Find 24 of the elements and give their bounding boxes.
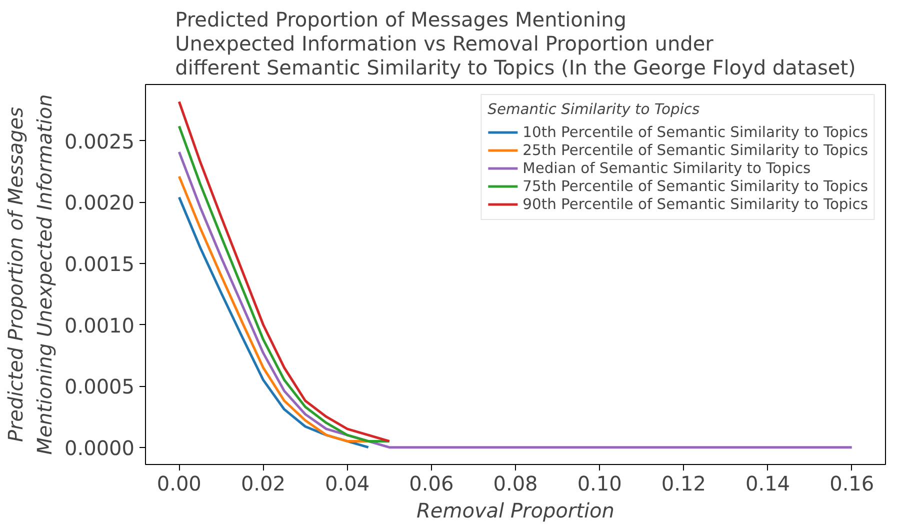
x-axis-title: Removal Proportion: [416, 498, 614, 522]
y-tick-label: 0.0000: [64, 436, 135, 460]
legend-title: Semantic Similarity to Topics: [488, 101, 701, 118]
x-tick-label: 0.02: [240, 472, 286, 496]
x-tick-label: 0.08: [493, 472, 538, 496]
y-tick-label: 0.0010: [64, 313, 135, 338]
x-tick-label: 0.04: [325, 472, 370, 496]
x-tick-label: 0.14: [746, 472, 790, 496]
x-tick-label: 0.10: [577, 472, 622, 496]
chart-title: Predicted Proportion of Messages Mentioning Unexpected Information vs Removal Proportion under different Semantic Similarity to Topics (In the George Floyd dataset): [175, 8, 856, 80]
y-tick-label: 0.0005: [64, 374, 135, 399]
x-tick-label: 0.06: [409, 472, 454, 496]
legend-label: 10th Percentile of Semantic Similarity to Topics: [522, 123, 868, 141]
legend-label: 25th Percentile of Semantic Similarity to Topics: [522, 141, 868, 159]
legend-label: 90th Percentile of Semantic Similarity to Topics: [522, 195, 868, 213]
legend-label: 75th Percentile of Semantic Similarity to Topics: [522, 177, 868, 195]
x-tick-label: 0.16: [830, 472, 874, 496]
y-tick-label: 0.0025: [64, 129, 135, 154]
y-tick-label: 0.0020: [64, 190, 135, 215]
x-tick-label: 0.12: [661, 472, 706, 496]
x-tick-label: 0.00: [156, 472, 202, 496]
legend-label: Median of Semantic Similarity to Topics: [522, 159, 811, 177]
y-axis-title: Predicted Proportion of Messages Mentioning Unexpected Information: [4, 94, 57, 455]
y-tick-label: 0.0015: [64, 252, 135, 276]
